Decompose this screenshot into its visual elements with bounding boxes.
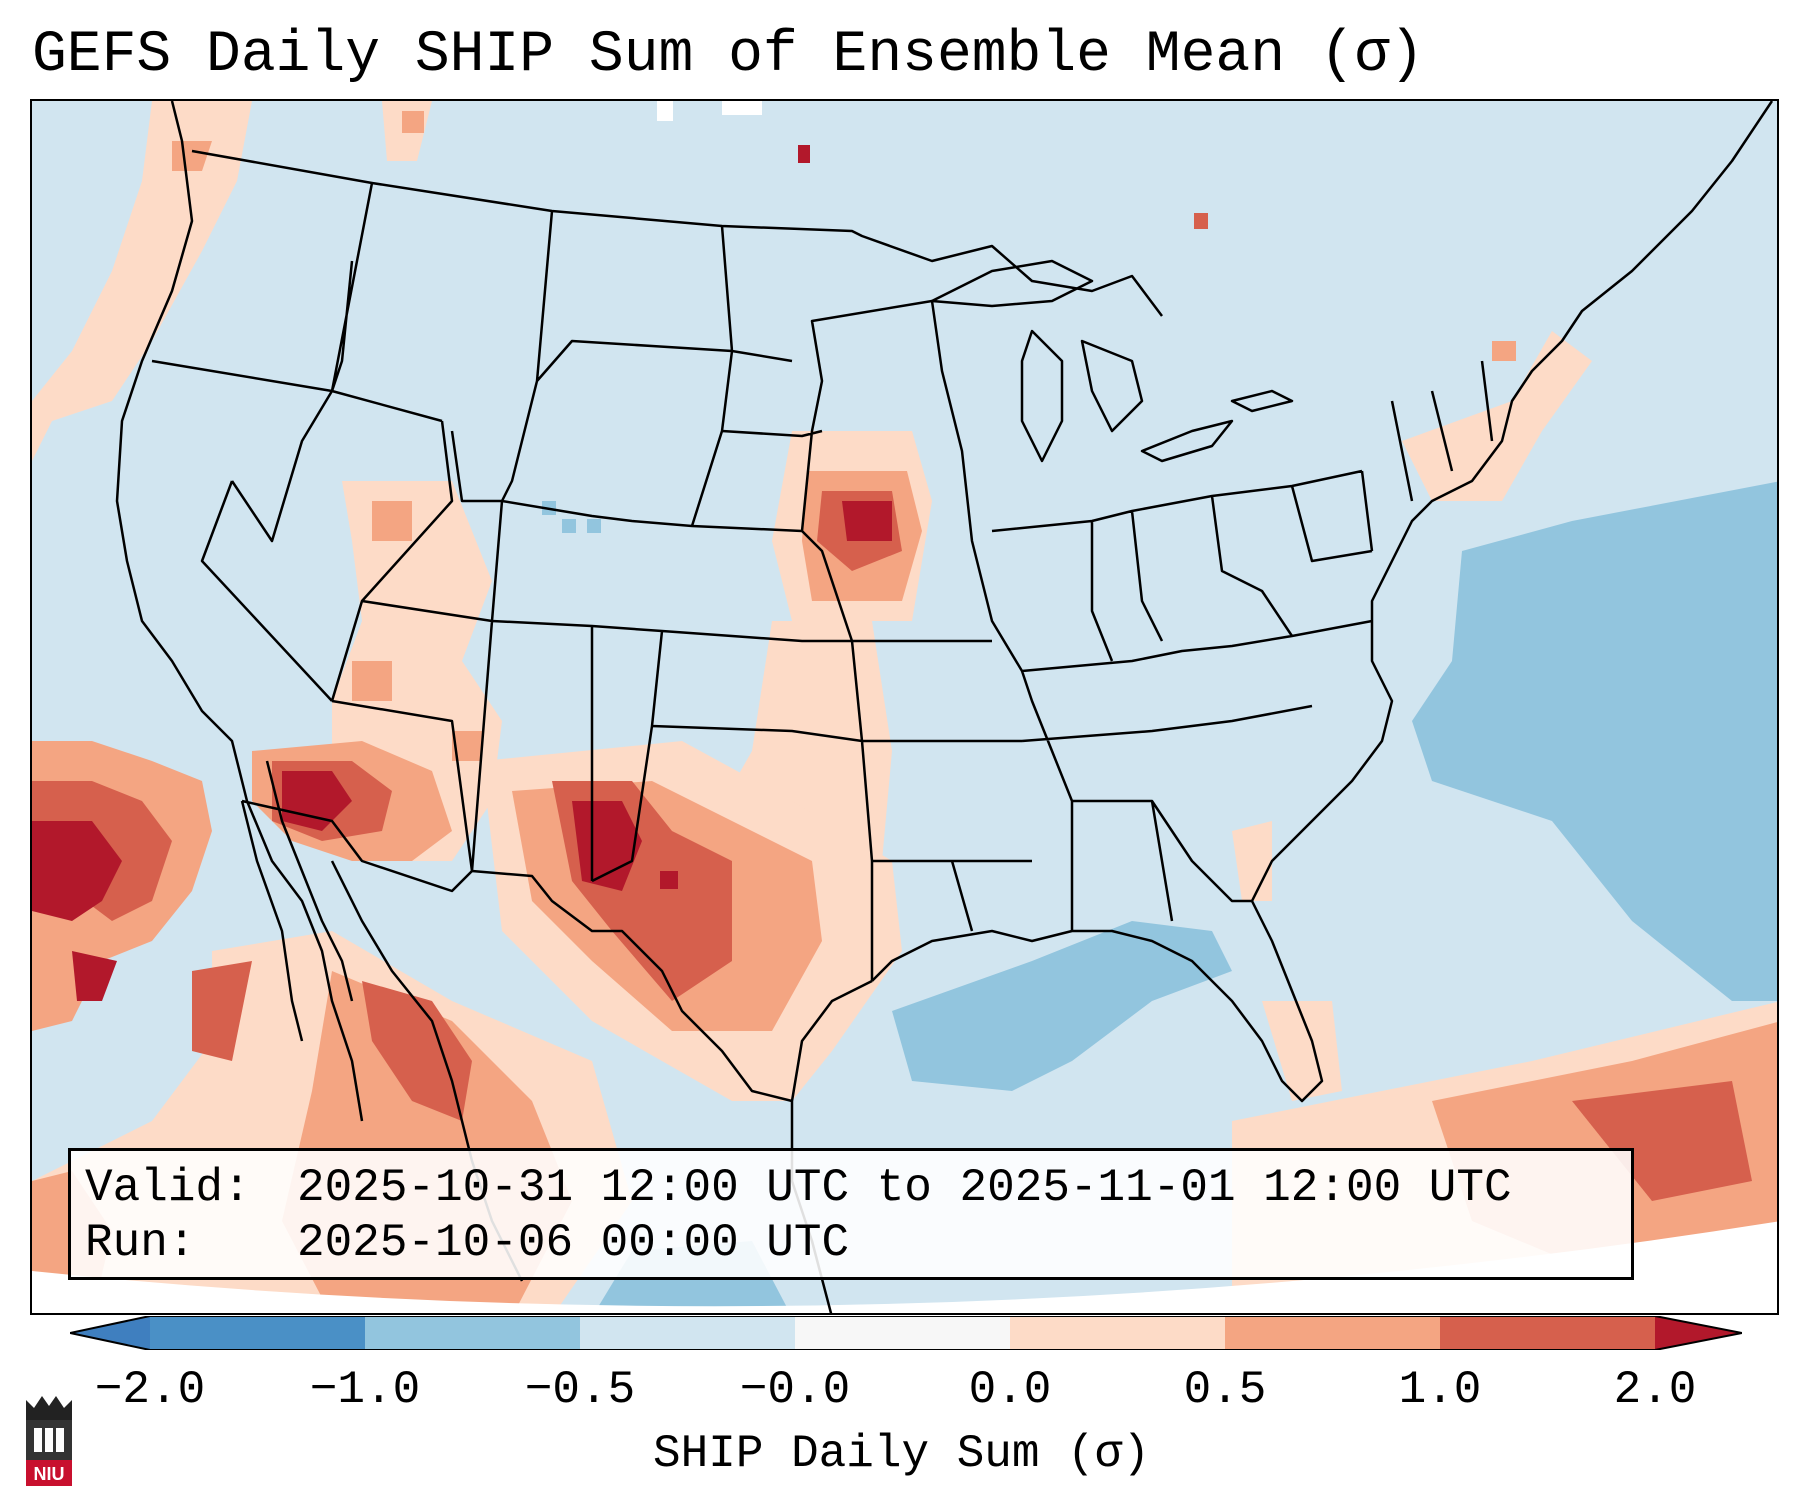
baja-coast <box>240 760 354 1042</box>
colorbar-bin-3 <box>580 1316 795 1350</box>
run-value: 2025-10-06 00:00 UTC <box>297 1217 850 1269</box>
anomaly-colorado-dot-2 <box>562 519 576 533</box>
tick-label: 0.5 <box>1183 1364 1267 1416</box>
colorbar-bin-5 <box>1010 1316 1225 1350</box>
anomaly-new-england-2 <box>1492 341 1516 361</box>
anomaly-pnw-4 <box>402 111 424 133</box>
anomaly-pnw <box>32 101 252 461</box>
anomaly-arizona-core <box>282 771 352 831</box>
lake-ontario <box>1230 389 1294 413</box>
tick-label: 2.0 <box>1613 1364 1697 1416</box>
map-svg <box>32 101 1777 1313</box>
niu-logo: NIU <box>26 1396 72 1486</box>
anomaly-atlantic <box>1412 481 1777 1001</box>
tick-label: −0.5 <box>524 1364 636 1416</box>
tick-label: −1.0 <box>309 1364 421 1416</box>
run-label: Run: <box>85 1217 196 1269</box>
anomaly-gulf <box>892 921 1232 1091</box>
anomaly-manitoba-dot <box>798 145 810 163</box>
anomaly-cal-offshore-2 <box>72 951 117 1001</box>
us-mexico-border <box>241 799 793 1103</box>
logo-text: NIU <box>34 1464 65 1484</box>
us-gulf-coast <box>871 101 1774 1103</box>
tick-label: 1.0 <box>1398 1364 1482 1416</box>
west-coast <box>115 101 364 1122</box>
run-row: Run: 2025-10-06 00:00 UTC <box>85 1216 1617 1271</box>
figure-title: GEFS Daily SHIP Sum of Ensemble Mean (σ) <box>32 23 1425 88</box>
anomaly-great-basin-2 <box>352 501 482 761</box>
lake-huron <box>1080 339 1144 433</box>
anomaly-missing-2 <box>722 101 762 115</box>
anomaly-baja <box>192 961 252 1061</box>
colorbar-bin-1 <box>150 1316 365 1350</box>
colorbar-bin-2 <box>365 1316 580 1350</box>
anomaly-iowa-core <box>842 501 892 541</box>
lake-michigan <box>1020 329 1064 463</box>
validity-box: Valid: 2025-10-31 12:00 UTC to 2025-11-01… <box>68 1148 1634 1280</box>
state-lines <box>151 182 1494 981</box>
colorbar-low-extend <box>70 1316 150 1350</box>
map-panel <box>30 99 1779 1315</box>
anomaly-colorado-dot-3 <box>587 519 601 533</box>
valid-value: 2025-10-31 12:00 UTC to 2025-11-01 12:00… <box>297 1162 1512 1214</box>
colorbar-bin-4 <box>795 1316 1010 1350</box>
colorbar-bin-6 <box>1225 1316 1440 1350</box>
anomaly-cal-offshore-core <box>32 821 122 921</box>
anomaly-canada-dot <box>1194 213 1208 229</box>
tick-label: −0.0 <box>739 1364 851 1416</box>
anomaly-missing-1 <box>657 101 673 121</box>
projection-edge <box>32 1221 1777 1313</box>
colorbar <box>70 1316 1742 1350</box>
lake-erie <box>1140 419 1234 463</box>
colorbar-bin-7 <box>1440 1316 1655 1350</box>
tick-label: 0.0 <box>968 1364 1052 1416</box>
anomaly-texas-core <box>572 801 642 891</box>
boundaries <box>115 101 1774 1313</box>
tick-label: −2.0 <box>94 1364 206 1416</box>
anomaly-mexico-core <box>362 981 472 1121</box>
anomaly-texas-core-2 <box>660 871 678 889</box>
valid-row: Valid: 2025-10-31 12:00 UTC to 2025-11-01… <box>85 1161 1617 1216</box>
colorbar-label: SHIP Daily Sum (σ) <box>653 1428 1150 1480</box>
anomaly-caribbean-core <box>1572 1081 1752 1201</box>
canada-border <box>191 149 1163 317</box>
colorbar-high-extend <box>1655 1316 1742 1350</box>
valid-label: Valid: <box>85 1162 251 1214</box>
lake-superior <box>930 259 1094 308</box>
